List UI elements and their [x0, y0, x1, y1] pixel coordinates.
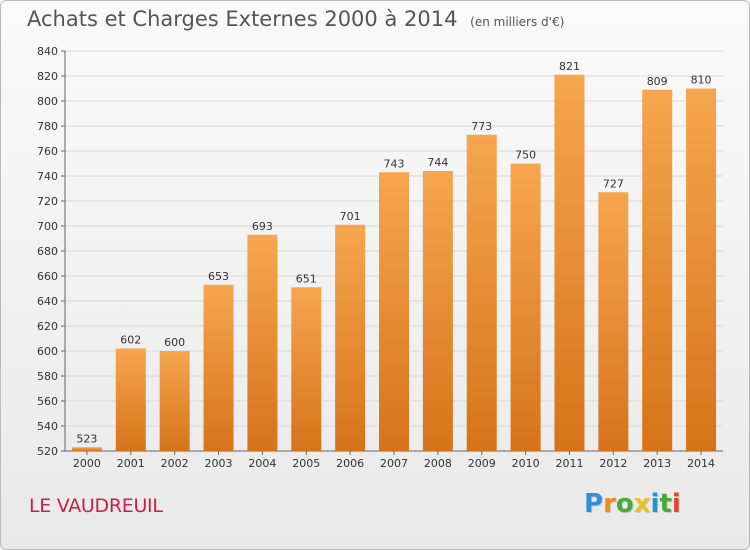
y-tick-label: 540	[37, 420, 58, 433]
bar	[554, 74, 585, 451]
x-tick-label: 2013	[643, 457, 671, 470]
logo-letter: P	[584, 489, 604, 519]
y-tick-label: 580	[37, 370, 58, 383]
bar	[159, 351, 190, 451]
bar-value-label: 653	[208, 270, 229, 283]
x-tick-label: 2009	[468, 457, 496, 470]
x-tick-label: 2007	[380, 457, 408, 470]
chart-title: Achats et Charges Externes 2000 à 2014 (…	[27, 7, 564, 31]
logo-letter: t	[659, 489, 672, 519]
bar	[335, 224, 366, 451]
x-tick-label: 2010	[512, 457, 540, 470]
y-tick-label: 520	[37, 445, 58, 458]
chart-title-text: Achats et Charges Externes 2000 à 2014	[27, 7, 458, 31]
y-tick-label: 760	[37, 145, 58, 158]
y-tick-label: 620	[37, 320, 58, 333]
x-tick-label: 2012	[599, 457, 627, 470]
y-tick-label: 740	[37, 170, 58, 183]
bar	[598, 192, 629, 451]
y-tick-label: 660	[37, 270, 58, 283]
y-tick-label: 700	[37, 220, 58, 233]
x-tick-label: 2000	[73, 457, 101, 470]
x-tick-label: 2001	[117, 457, 145, 470]
logo-letter: x	[633, 489, 651, 519]
location-label: LE VAUDREUIL	[29, 495, 163, 517]
y-tick-label: 680	[37, 245, 58, 258]
bar-value-label: 651	[296, 272, 317, 285]
logo-letter: o	[615, 489, 634, 519]
bar-value-label: 743	[384, 157, 405, 170]
x-tick-label: 2014	[687, 457, 715, 470]
x-tick-label: 2011	[555, 457, 583, 470]
proxiti-logo[interactable]: Proxiti	[584, 489, 681, 519]
bar	[422, 171, 453, 451]
y-tick-label: 820	[37, 70, 58, 83]
bar-value-label: 602	[120, 334, 141, 347]
logo-letter: i	[671, 489, 681, 519]
logo-letter: r	[603, 489, 616, 519]
labels-layer: 520 540 560 580 600 620 640 660 680 700 720 740 760 7…	[37, 45, 715, 470]
bars-layer	[71, 74, 717, 451]
y-tick-label: 640	[37, 295, 58, 308]
bar-value-label: 727	[603, 177, 624, 190]
bar	[510, 163, 541, 451]
bar	[379, 172, 409, 451]
x-tick-label: 2003	[205, 457, 233, 470]
y-tick-label: 840	[37, 45, 58, 58]
bar	[115, 348, 146, 451]
y-tick-label: 720	[37, 195, 58, 208]
bar-value-label: 821	[559, 60, 580, 73]
bar	[71, 447, 102, 451]
bar-value-label: 810	[691, 74, 712, 87]
bar-value-label: 773	[471, 120, 492, 133]
y-tick-label: 780	[37, 120, 58, 133]
bar	[247, 234, 278, 451]
bar-value-label: 600	[164, 336, 185, 349]
y-tick-label: 560	[37, 395, 58, 408]
chart-subtitle: (en milliers d'€)	[470, 15, 565, 29]
x-tick-label: 2002	[161, 457, 189, 470]
x-tick-label: 2008	[424, 457, 452, 470]
x-tick-label: 2006	[336, 457, 364, 470]
bar-value-label: 809	[647, 75, 668, 88]
bar-value-label: 701	[340, 210, 361, 223]
bar-value-label: 744	[427, 156, 448, 169]
x-tick-label: 2004	[248, 457, 276, 470]
x-tick-label: 2005	[292, 457, 320, 470]
y-tick-label: 800	[37, 95, 58, 108]
y-tick-label: 600	[37, 345, 58, 358]
bar-value-label: 523	[76, 432, 97, 445]
bar-value-label: 750	[515, 149, 536, 162]
logo-letter: i	[650, 489, 660, 519]
bar	[466, 134, 497, 451]
bar	[686, 88, 717, 451]
bar	[291, 287, 322, 451]
bar	[203, 284, 234, 451]
bar	[642, 89, 673, 451]
bar-value-label: 693	[252, 220, 273, 233]
